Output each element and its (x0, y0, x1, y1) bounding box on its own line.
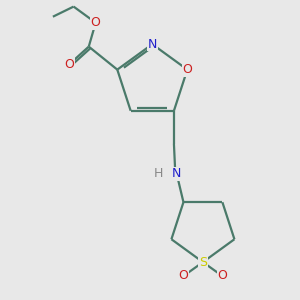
Text: O: O (179, 269, 188, 282)
Text: N: N (172, 167, 182, 180)
Text: O: O (217, 269, 227, 282)
Text: O: O (182, 63, 192, 76)
Text: O: O (91, 16, 100, 29)
Text: O: O (64, 58, 74, 70)
Text: N: N (148, 38, 157, 51)
Text: H: H (154, 167, 163, 180)
Text: S: S (199, 256, 207, 268)
